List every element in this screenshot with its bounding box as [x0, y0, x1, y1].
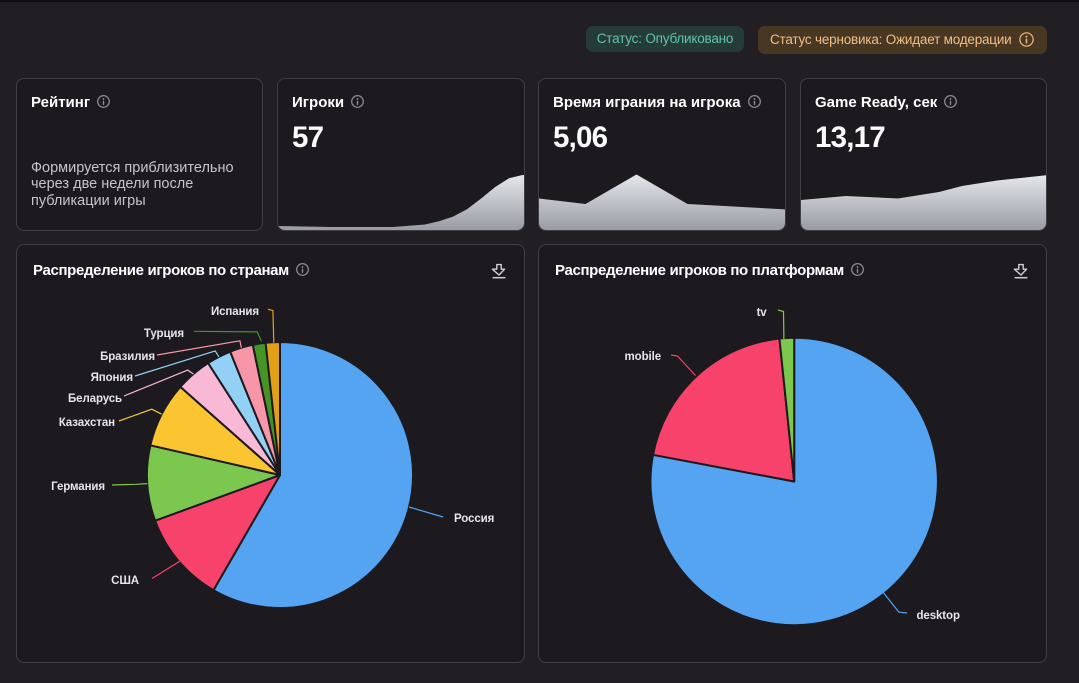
svg-text:США: США: [111, 575, 139, 587]
svg-text:tv: tv: [757, 307, 768, 319]
svg-text:Россия: Россия: [454, 513, 494, 525]
svg-text:Япония: Япония: [91, 372, 133, 384]
svg-text:Турция: Турция: [144, 328, 184, 340]
svg-text:Казахстан: Казахстан: [59, 417, 115, 429]
svg-text:Испания: Испания: [211, 306, 259, 318]
svg-text:Беларусь: Беларусь: [68, 393, 122, 405]
svg-text:desktop: desktop: [917, 610, 960, 622]
svg-text:Германия: Германия: [51, 481, 105, 493]
svg-text:Бразилия: Бразилия: [100, 351, 155, 363]
svg-text:mobile: mobile: [625, 351, 661, 363]
